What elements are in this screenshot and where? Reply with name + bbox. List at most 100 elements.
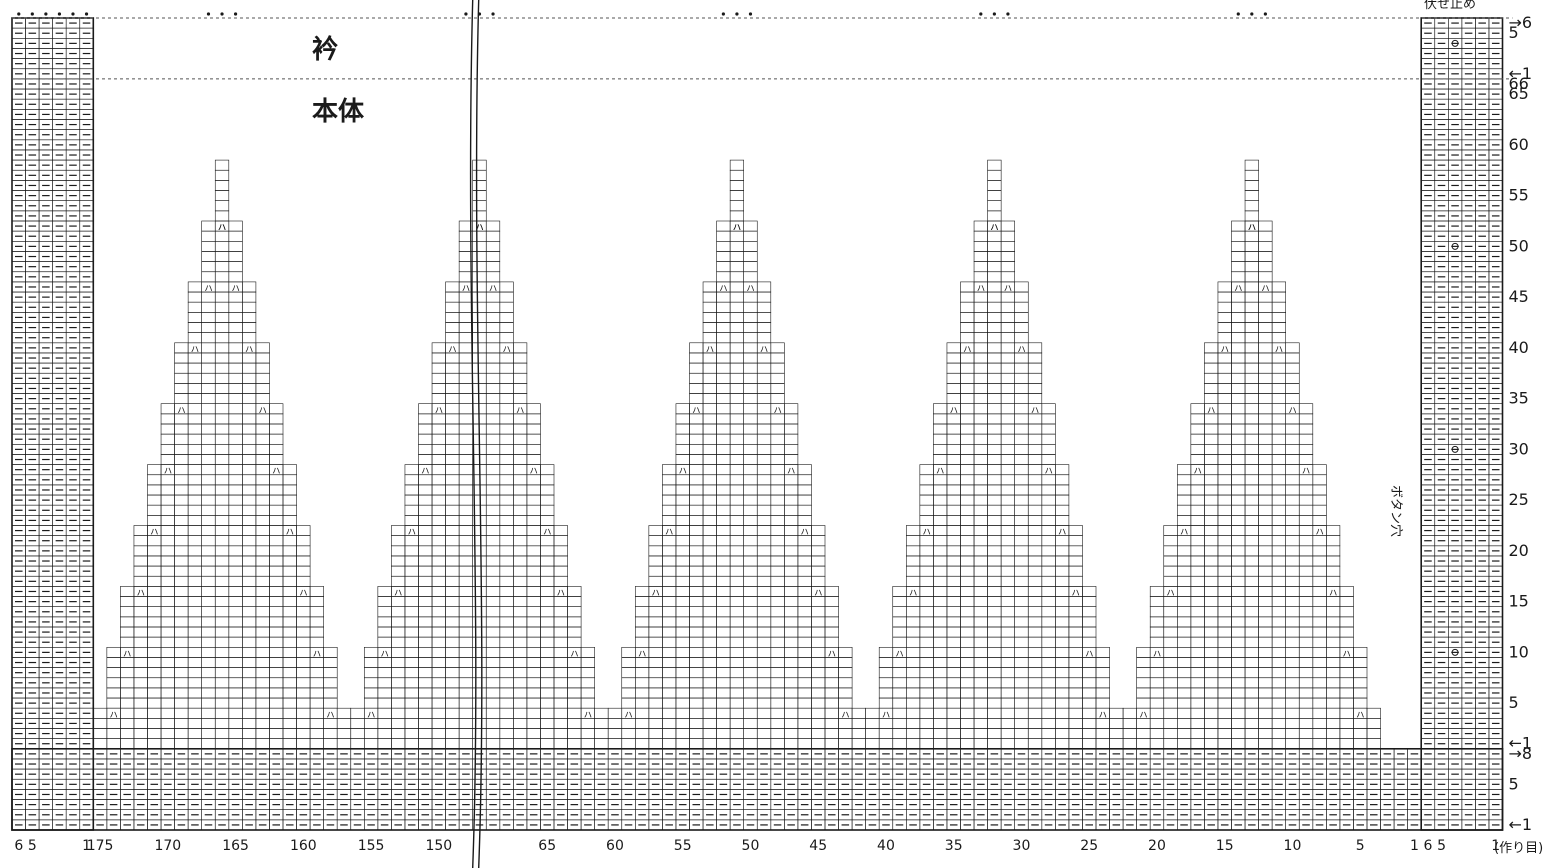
stitch-cell [960,443,975,455]
stitch-cell [905,525,921,536]
stitch-cell [1271,667,1287,679]
stitch-cell [905,616,921,628]
stitch-cell [472,738,487,750]
stitch-cell [445,301,460,313]
stitch-cell [1285,362,1300,374]
stitch-cell [729,626,745,638]
stitch-cell [919,657,934,668]
stitch-cell [1000,667,1016,679]
stitch-cell [228,271,243,283]
stitch-cell [458,362,473,374]
stitch-cell [987,667,1002,679]
stitch-cell [377,636,392,648]
stitch-cell [201,535,216,547]
stitch-cell [458,606,473,618]
stitch-cell [1312,626,1327,638]
stitch-cell [933,677,948,689]
stitch-cell [282,636,297,648]
stitch-cell [282,474,297,486]
stitch-cell [946,433,961,445]
stitch-cell [418,484,433,496]
stitch-cell [1217,322,1232,333]
stitch-cell [499,322,514,333]
stitch-cell [811,606,826,618]
stitch-cell [1217,443,1232,455]
stitch-cell [594,718,609,729]
stitch-cell [973,728,988,739]
stitch-cell [1285,342,1300,354]
stitch-cell [1204,383,1219,394]
stitch-cell [1055,494,1070,506]
stitch-cell [1204,555,1219,567]
stitch-cell [905,626,921,638]
stitch-cell [282,484,297,496]
stitch-cell [756,697,772,709]
stitch-cell [1027,474,1043,486]
stitch-cell [187,738,202,750]
stitch-cell [689,687,704,699]
stitch-cell [418,565,433,577]
stitch-cell [1231,433,1246,445]
stitch-cell [228,423,243,435]
stitch-cell [838,697,853,709]
stitch-cell [580,728,595,739]
stitch-cell [1027,504,1043,516]
stitch-cell [1149,636,1165,648]
stitch-cell [648,707,663,719]
stitch-cell [1055,515,1070,526]
stitch-cell [973,504,988,516]
stitch-cell [187,443,202,455]
stitch-cell [878,738,894,750]
stitch-cell [1204,372,1219,384]
stitch-cell [540,718,555,729]
stitch-cell [214,301,230,313]
stitch-cell [634,616,650,628]
stitch-cell [851,728,866,739]
stitch-cell [472,169,487,181]
stitch-cell [187,545,202,557]
stitch-cell [1190,616,1205,628]
stitch-cell [960,464,975,476]
stitch-cell [1258,474,1273,486]
stitch-cell [933,626,948,638]
stitch-cell [960,403,975,415]
stitch-cell [1177,707,1192,719]
stitch-cell [1271,606,1287,618]
stitch-cell [1000,322,1016,333]
stitch-cell [946,687,961,699]
stitch-cell [201,728,216,739]
stitch-cell [526,545,541,557]
stitch-cell [756,586,772,597]
stitch-cell [729,565,745,577]
stitch-cell [1149,738,1165,750]
stitch-cell [1190,687,1205,699]
stitch-cell [160,525,175,536]
stitch-cell [1204,454,1219,465]
stitch-cell [242,403,257,415]
stitch-cell [1204,646,1219,658]
stitch-cell [933,504,948,516]
stitch-cell [1027,646,1043,658]
stitch-cell [662,728,677,739]
stitch-cell [933,606,948,618]
stitch-cell [1027,433,1043,445]
stitch-cell [770,707,785,719]
stitch-cell [1217,474,1232,486]
stitch-cell [770,362,785,374]
stitch-cell [269,565,284,577]
stitch-cell [1271,413,1287,425]
stitch-cell [811,616,826,628]
stitch-cell [499,301,514,313]
stitch-cell [811,687,826,699]
stitch-cell [160,423,175,435]
stitch-cell [1027,342,1043,354]
stitch-cell [689,596,704,607]
stitch-cell [1326,575,1341,587]
stitch-cell [1271,322,1287,333]
stitch-cell [743,423,758,435]
stitch-cell [1298,494,1314,506]
stitch-cell [987,200,1002,212]
stitch-cell [1231,322,1246,333]
stitch-cell [485,241,501,252]
stitch-cell [987,291,1002,303]
